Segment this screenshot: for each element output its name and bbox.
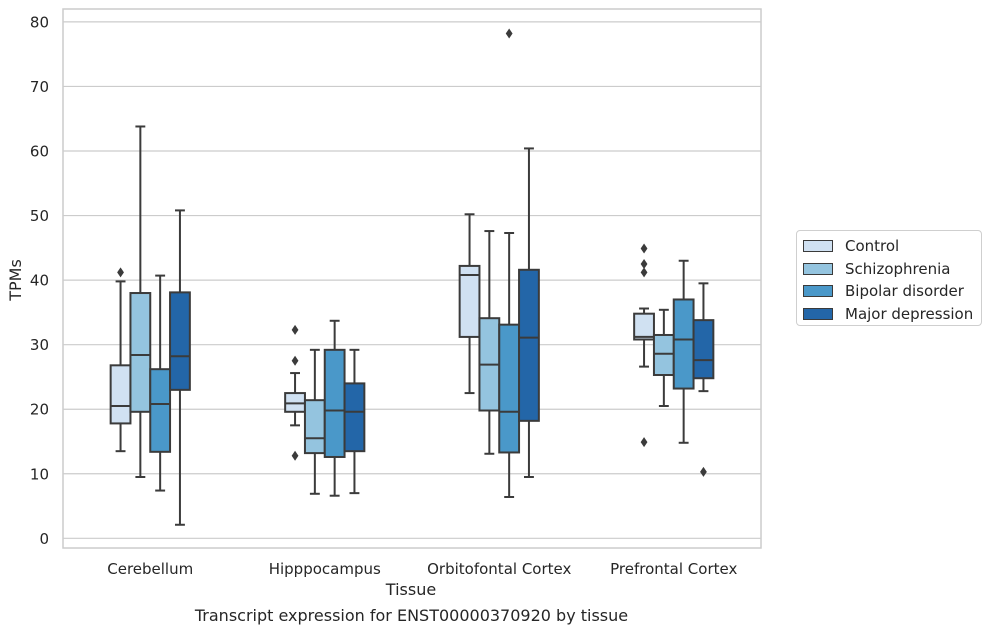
box-body [458, 264, 481, 338]
box-body [652, 333, 675, 377]
y-tick-label: 80 [30, 13, 49, 31]
box-3-1 [343, 348, 366, 495]
x-tick-label: Orbitofontal Cortex [427, 560, 571, 578]
box-1-1 [303, 348, 326, 495]
legend-label: Bipolar disorder [845, 282, 964, 301]
y-tick-label: 50 [30, 207, 49, 225]
legend-item-control: Control [803, 235, 981, 258]
box-3-0 [169, 209, 191, 526]
legend: Control Schizophrenia Bipolar disorder M… [796, 230, 982, 326]
box-0-0 [109, 267, 132, 453]
box-body [672, 298, 695, 390]
outlier-point [291, 324, 299, 335]
y-tick-label: 60 [30, 143, 49, 161]
outlier-point [640, 258, 648, 269]
legend-item-major-depression: Major depression [803, 303, 981, 326]
box-2-0 [149, 274, 172, 492]
box-2-3 [672, 259, 695, 444]
outlier-point [117, 267, 124, 278]
box-1-0 [129, 125, 152, 478]
y-tick-label: 70 [30, 78, 49, 96]
legend-swatch [803, 262, 833, 275]
gridlines [63, 21, 761, 539]
box-body [149, 368, 172, 453]
y-tick-label: 0 [39, 530, 49, 548]
box-0-3 [633, 243, 655, 448]
box-body [129, 292, 152, 413]
x-tick-label: Hipppocampus [269, 560, 381, 578]
box-body [498, 323, 521, 454]
chart-caption: Transcript expression for ENST0000037092… [194, 606, 629, 625]
plot-frame [62, 8, 762, 549]
box-body [109, 364, 132, 425]
x-tick-label: Cerebellum [107, 560, 193, 578]
box-2-2 [498, 28, 521, 499]
x-tick-label: Prefrontal Cortex [610, 560, 737, 578]
legend-swatch [803, 285, 833, 298]
y-tick-label: 20 [30, 401, 49, 419]
box-body [169, 291, 191, 391]
box-3-3 [692, 282, 715, 477]
legend-item-schizophrenia: Schizophrenia [803, 258, 981, 281]
outlier-point [640, 243, 648, 254]
outlier-point [505, 28, 513, 39]
legend-label: Major depression [845, 304, 974, 323]
outlier-point [700, 466, 707, 477]
x-axis-label: Tissue [385, 580, 436, 599]
x-tick-labels: Cerebellum Hipppocampus Orbitofontal Corte… [107, 560, 737, 578]
outlier-point [640, 267, 648, 278]
legend-swatch [803, 240, 833, 253]
outlier-point [640, 437, 648, 448]
box-body [303, 399, 326, 455]
y-tick-label: 30 [30, 336, 49, 354]
box-3-2 [518, 147, 540, 478]
box-2-1 [323, 319, 346, 497]
legend-label: Schizophrenia [845, 259, 951, 278]
y-tick-label: 10 [30, 465, 49, 483]
boxes [109, 28, 715, 526]
box-body [633, 312, 655, 341]
outlier-point [291, 450, 299, 461]
box-1-3 [652, 308, 675, 407]
box-body [692, 319, 715, 380]
box-1-2 [478, 230, 501, 455]
legend-label: Control [845, 237, 900, 256]
y-tick-labels: 0 10 20 30 40 50 60 70 80 [30, 13, 49, 547]
box-body [518, 268, 540, 422]
box-body [323, 348, 346, 458]
box-0-2 [458, 213, 481, 395]
box-body [343, 382, 366, 453]
y-tick-label: 40 [30, 272, 49, 290]
outlier-point [291, 355, 299, 366]
legend-item-bipolar-disorder: Bipolar disorder [803, 280, 981, 303]
legend-swatch [803, 307, 833, 320]
y-axis-label: TPMs [6, 259, 25, 302]
